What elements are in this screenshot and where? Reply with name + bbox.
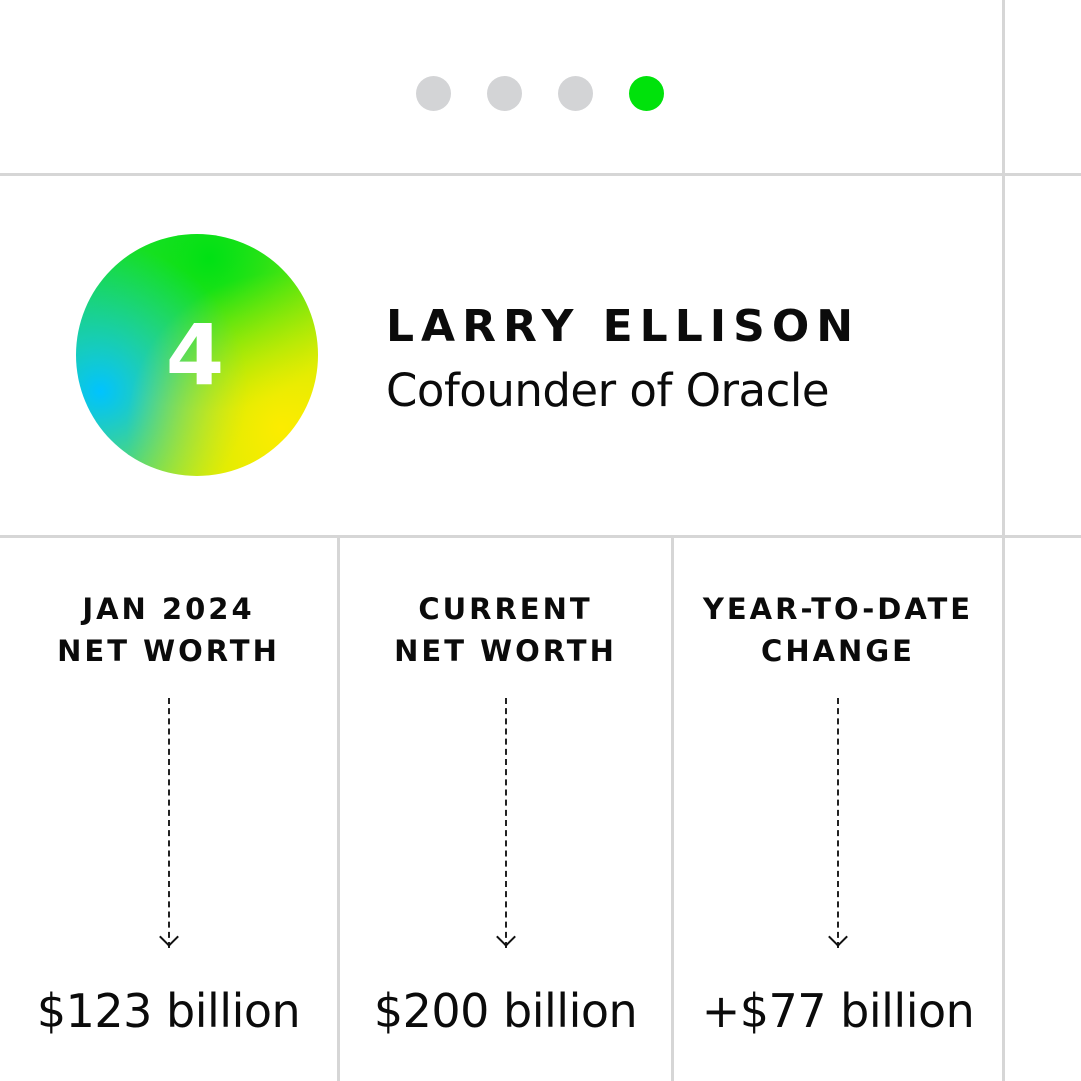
dashed-arrow-icon: [504, 698, 507, 948]
arrow-head-icon: [828, 927, 848, 947]
person-name: LARRY ELLISON: [386, 301, 861, 352]
right-border: [1002, 0, 1005, 1081]
pagination-dots: [416, 76, 664, 111]
stat-current-net-worth: CURRENT NET WORTH $200 billion: [340, 588, 671, 1058]
pagination-dot-3[interactable]: [558, 76, 593, 111]
stat-label-line-1: CURRENT: [418, 592, 593, 626]
column-divider-2: [671, 538, 674, 1081]
stat-label: JAN 2024 NET WORTH: [0, 588, 337, 672]
pagination-dot-2[interactable]: [487, 76, 522, 111]
stat-label-line-1: JAN 2024: [82, 592, 255, 626]
stat-label: CURRENT NET WORTH: [340, 588, 671, 672]
stat-label-line-2: CHANGE: [761, 634, 915, 668]
pagination-dot-1[interactable]: [416, 76, 451, 111]
rank-number: 4: [165, 306, 225, 404]
stat-value: $200 billion: [373, 984, 638, 1038]
stat-label-line-1: YEAR-TO-DATE: [702, 592, 974, 626]
column-divider-1: [337, 538, 340, 1081]
stat-value: $123 billion: [36, 984, 301, 1038]
arrow-head-icon: [495, 927, 516, 947]
header-divider: [0, 173, 1081, 176]
person-title: Cofounder of Oracle: [386, 364, 830, 417]
stat-jan-2024-net-worth: JAN 2024 NET WORTH $123 billion: [0, 588, 337, 1058]
arrow-head-icon: [158, 927, 179, 947]
rank-badge: 4: [76, 234, 318, 476]
profile-divider: [0, 535, 1081, 538]
stat-label-line-2: NET WORTH: [57, 634, 280, 668]
stat-label: YEAR-TO-DATE CHANGE: [674, 588, 1002, 672]
stat-value: +$77 billion: [701, 984, 975, 1038]
stat-year-to-date-change: YEAR-TO-DATE CHANGE +$77 billion: [674, 588, 1002, 1058]
dashed-arrow-icon: [837, 698, 839, 948]
dashed-arrow-icon: [167, 698, 170, 948]
stat-label-line-2: NET WORTH: [394, 634, 617, 668]
pagination-dot-4-active[interactable]: [629, 76, 664, 111]
